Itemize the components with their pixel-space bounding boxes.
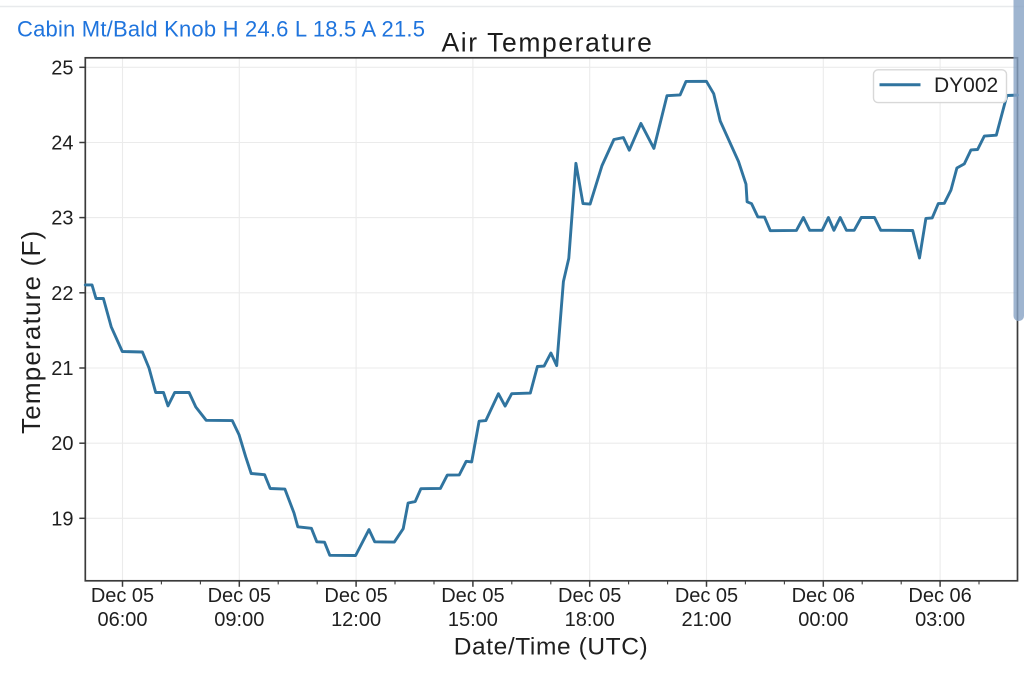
svg-text:18:00: 18:00 bbox=[565, 609, 615, 631]
svg-text:22: 22 bbox=[51, 283, 73, 305]
svg-text:Dec 05: Dec 05 bbox=[675, 585, 738, 607]
svg-text:09:00: 09:00 bbox=[214, 609, 264, 631]
svg-text:Dec 06: Dec 06 bbox=[792, 585, 855, 607]
svg-text:06:00: 06:00 bbox=[97, 609, 147, 631]
svg-text:Dec 05: Dec 05 bbox=[324, 585, 387, 607]
svg-text:Dec 06: Dec 06 bbox=[908, 585, 971, 607]
svg-text:Temperature (F): Temperature (F) bbox=[16, 230, 46, 434]
svg-text:03:00: 03:00 bbox=[915, 609, 965, 631]
svg-text:20: 20 bbox=[51, 433, 73, 455]
svg-text:19: 19 bbox=[51, 508, 73, 530]
svg-text:Cabin Mt/Bald Knob H 24.6 L 18: Cabin Mt/Bald Knob H 24.6 L 18.5 A 21.5 bbox=[17, 16, 425, 41]
svg-text:Dec 05: Dec 05 bbox=[208, 585, 271, 607]
svg-text:23: 23 bbox=[51, 208, 73, 230]
svg-text:Date/Time (UTC): Date/Time (UTC) bbox=[454, 634, 649, 661]
svg-text:15:00: 15:00 bbox=[448, 609, 498, 631]
svg-text:21:00: 21:00 bbox=[681, 609, 731, 631]
svg-text:Air Temperature: Air Temperature bbox=[441, 28, 653, 58]
svg-text:24: 24 bbox=[51, 133, 73, 155]
svg-text:21: 21 bbox=[51, 358, 73, 380]
svg-text:25: 25 bbox=[51, 57, 73, 79]
svg-text:Dec 05: Dec 05 bbox=[441, 585, 504, 607]
svg-text:Dec 05: Dec 05 bbox=[91, 585, 154, 607]
svg-text:00:00: 00:00 bbox=[798, 609, 848, 631]
svg-text:12:00: 12:00 bbox=[331, 609, 381, 631]
svg-text:Dec 05: Dec 05 bbox=[558, 585, 621, 607]
svg-text:DY002: DY002 bbox=[934, 74, 998, 97]
